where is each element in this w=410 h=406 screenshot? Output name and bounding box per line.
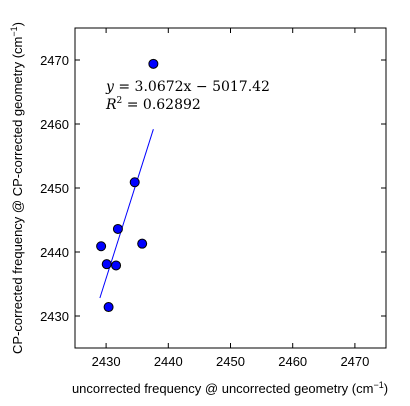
x-tick-label: 2460 <box>278 354 307 369</box>
fit-equation-rhs: = 3.0672x − 5017.42 <box>114 79 270 95</box>
data-point <box>113 224 122 233</box>
r-squared-symbol: R <box>105 97 117 113</box>
data-point <box>112 261 121 270</box>
data-point <box>149 59 158 68</box>
y-tick-label: 2440 <box>40 245 69 260</box>
r-squared-value: = 0.62892 <box>122 97 201 113</box>
y-axis-label: CP-corrected frequency @ CP-corrected ge… <box>9 22 25 354</box>
x-axis-label: uncorrected frequency @ uncorrected geom… <box>72 380 388 396</box>
x-tick-label: 2470 <box>340 354 369 369</box>
y-tick-label: 2460 <box>40 117 69 132</box>
y-tick-label: 2430 <box>40 309 69 324</box>
data-point <box>130 178 139 187</box>
data-point <box>138 239 147 248</box>
y-tick-label: 2450 <box>40 181 69 196</box>
data-point <box>97 242 106 251</box>
x-tick-label: 2440 <box>154 354 183 369</box>
x-tick-label: 2430 <box>92 354 121 369</box>
data-point <box>102 260 111 269</box>
y-tick-label: 2470 <box>40 53 69 68</box>
data-point <box>104 303 113 312</box>
x-tick-label: 2450 <box>216 354 245 369</box>
plot-area <box>75 28 386 348</box>
fit-equation: y = 3.0672x − 5017.42 <box>105 79 270 95</box>
